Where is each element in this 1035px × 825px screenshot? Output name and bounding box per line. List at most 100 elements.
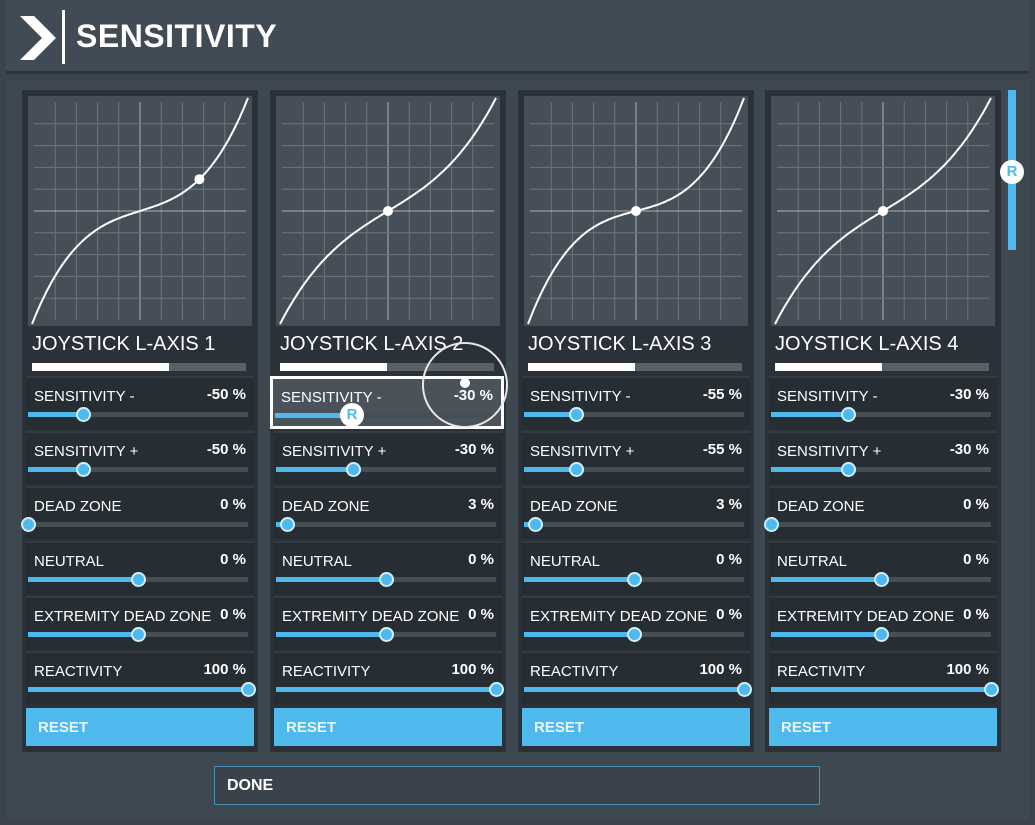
setting-value: -30 % [949, 386, 989, 403]
setting-row[interactable]: NEUTRAL 0 % [274, 541, 502, 594]
setting-label: SENSITIVITY - [281, 389, 382, 406]
setting-value: 0 % [220, 606, 246, 623]
setting-row[interactable]: SENSITIVITY + -50 % [26, 431, 254, 484]
setting-slider[interactable] [21, 517, 248, 532]
done-button[interactable]: DONE [214, 766, 820, 805]
reset-button[interactable]: RESET [522, 708, 750, 746]
slider-thumb[interactable] [528, 517, 543, 532]
slider-thumb[interactable] [346, 462, 361, 477]
slider-thumb[interactable] [627, 572, 642, 587]
reset-button[interactable]: RESET [769, 708, 997, 746]
setting-value: 0 % [963, 496, 989, 513]
input-marker [383, 206, 393, 216]
scrollbar-thumb[interactable]: R [1000, 160, 1024, 184]
setting-slider[interactable] [524, 462, 744, 477]
setting-slider[interactable] [28, 572, 248, 587]
setting-row[interactable]: SENSITIVITY - -55 % [522, 376, 750, 429]
axis-title: JOYSTICK L-AXIS 2 [280, 333, 464, 355]
setting-label: SENSITIVITY + [777, 443, 882, 460]
setting-row[interactable]: EXTREMITY DEAD ZONE 0 % [769, 596, 997, 649]
slider-thumb[interactable] [984, 682, 999, 697]
setting-value: 0 % [220, 551, 246, 568]
setting-slider[interactable] [28, 682, 256, 697]
setting-row[interactable]: REACTIVITY 100 % [26, 651, 256, 704]
response-curve-graph [28, 96, 252, 326]
setting-label: SENSITIVITY - [34, 388, 135, 405]
setting-slider[interactable] [524, 407, 744, 422]
setting-slider[interactable] [771, 627, 991, 642]
setting-slider[interactable] [276, 627, 496, 642]
slider-thumb[interactable] [764, 517, 779, 532]
setting-value: 100 % [203, 661, 246, 678]
setting-row[interactable]: REACTIVITY 100 % [769, 651, 999, 704]
slider-thumb[interactable] [379, 572, 394, 587]
slider-thumb[interactable] [568, 462, 584, 477]
slider-thumb[interactable] [280, 517, 295, 532]
setting-value: 100 % [699, 661, 742, 678]
setting-label: EXTREMITY DEAD ZONE [282, 608, 460, 625]
slider-thumb[interactable] [568, 407, 584, 422]
slider-thumb[interactable] [841, 462, 856, 477]
setting-slider[interactable] [276, 517, 496, 532]
setting-row[interactable]: NEUTRAL 0 % [769, 541, 997, 594]
setting-slider[interactable] [276, 572, 496, 587]
setting-slider[interactable] [771, 407, 991, 422]
setting-value: 0 % [468, 606, 494, 623]
setting-row[interactable]: EXTREMITY DEAD ZONE 0 % [274, 596, 502, 649]
setting-slider[interactable] [524, 572, 744, 587]
setting-row[interactable]: SENSITIVITY - -30 % [769, 376, 997, 429]
setting-row[interactable]: EXTREMITY DEAD ZONE 0 % [522, 596, 750, 649]
slider-thumb[interactable] [841, 407, 856, 422]
response-curve [31, 97, 249, 325]
axis-input-fill [280, 363, 387, 371]
setting-slider[interactable]: R [275, 403, 495, 427]
setting-row[interactable]: REACTIVITY 100 % [274, 651, 504, 704]
setting-slider[interactable] [764, 517, 991, 532]
setting-row[interactable]: EXTREMITY DEAD ZONE 0 % [26, 596, 254, 649]
slider-thumb[interactable]: R [340, 403, 364, 427]
slider-thumb[interactable] [737, 682, 752, 697]
setting-row[interactable]: SENSITIVITY + -30 % [769, 431, 997, 484]
slider-thumb[interactable] [76, 462, 91, 477]
setting-slider[interactable] [28, 462, 248, 477]
axis-input-bar [32, 363, 246, 371]
setting-label: SENSITIVITY + [530, 443, 635, 460]
setting-slider[interactable] [771, 572, 991, 587]
axis-panel: JOYSTICK L-AXIS 3 SENSITIVITY - -55 % SE… [518, 90, 754, 752]
setting-label: SENSITIVITY - [530, 388, 631, 405]
setting-slider[interactable] [771, 682, 999, 697]
setting-row[interactable]: NEUTRAL 0 % [26, 541, 254, 594]
setting-row[interactable]: DEAD ZONE 3 % [274, 486, 502, 539]
setting-row[interactable]: DEAD ZONE 0 % [21, 486, 254, 539]
setting-row[interactable]: SENSITIVITY + -30 % [274, 431, 502, 484]
slider-thumb[interactable] [241, 682, 256, 697]
setting-slider[interactable] [524, 682, 752, 697]
slider-thumb[interactable] [379, 627, 394, 642]
slider-thumb[interactable] [76, 407, 91, 422]
slider-thumb[interactable] [131, 572, 146, 587]
slider-thumb[interactable] [21, 517, 36, 532]
reset-button[interactable]: RESET [274, 708, 502, 746]
setting-slider[interactable] [28, 407, 248, 422]
setting-value: 100 % [946, 661, 989, 678]
setting-slider[interactable] [524, 517, 744, 532]
setting-row[interactable]: SENSITIVITY + -55 % [522, 431, 750, 484]
setting-slider[interactable] [28, 627, 248, 642]
reset-button[interactable]: RESET [26, 708, 254, 746]
slider-thumb[interactable] [131, 627, 146, 642]
slider-thumb[interactable] [874, 572, 889, 587]
setting-row[interactable]: REACTIVITY 100 % [522, 651, 752, 704]
setting-slider[interactable] [276, 462, 496, 477]
setting-row[interactable]: DEAD ZONE 3 % [522, 486, 750, 539]
setting-slider[interactable] [524, 627, 744, 642]
slider-thumb[interactable] [627, 627, 642, 642]
slider-thumb[interactable] [489, 682, 504, 697]
setting-slider[interactable] [276, 682, 504, 697]
setting-row[interactable]: NEUTRAL 0 % [522, 541, 750, 594]
axis-panel: JOYSTICK L-AXIS 1 SENSITIVITY - -50 % SE… [21, 90, 258, 752]
setting-slider[interactable] [771, 462, 991, 477]
slider-thumb[interactable] [874, 627, 889, 642]
setting-label: DEAD ZONE [530, 498, 618, 515]
setting-row[interactable]: SENSITIVITY - -50 % [26, 376, 254, 429]
setting-row[interactable]: DEAD ZONE 0 % [764, 486, 997, 539]
